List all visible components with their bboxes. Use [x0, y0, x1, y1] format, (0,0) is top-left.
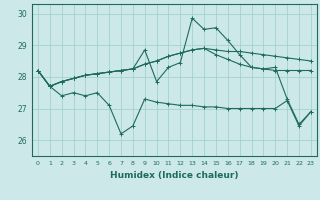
X-axis label: Humidex (Indice chaleur): Humidex (Indice chaleur) — [110, 171, 239, 180]
